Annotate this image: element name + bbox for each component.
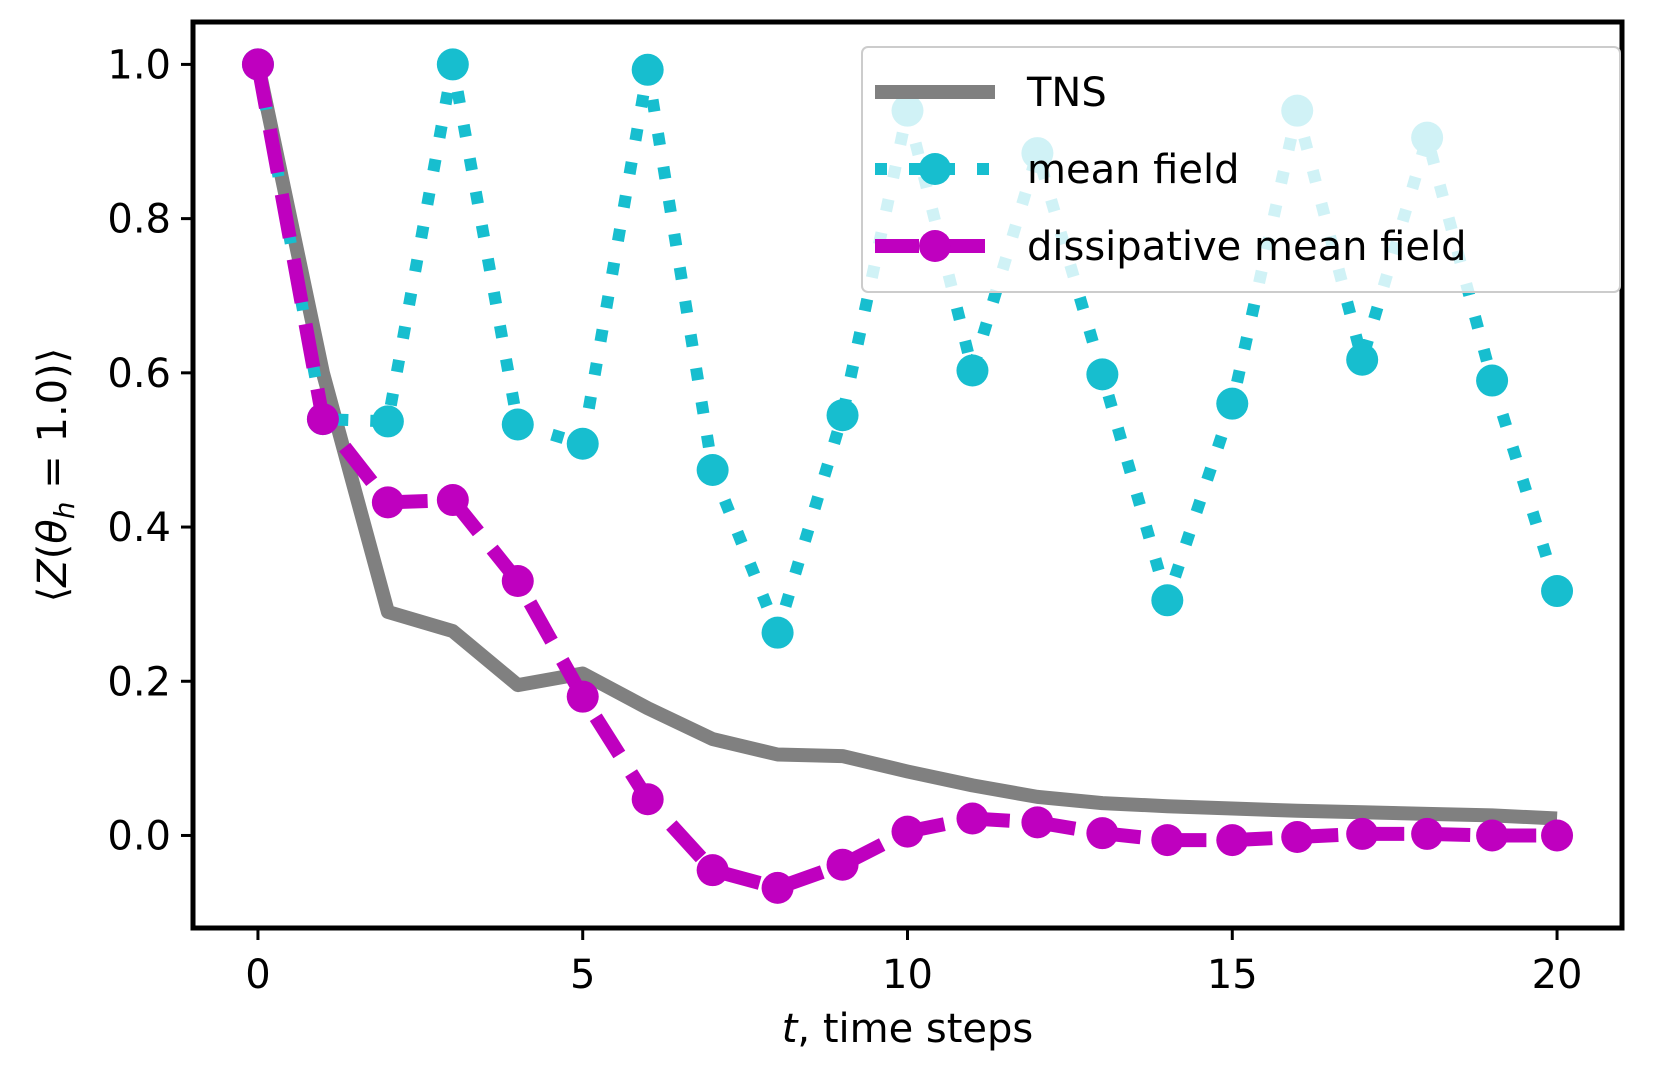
data-point: [1151, 584, 1184, 617]
y-tick-label: 0.8: [107, 197, 171, 243]
x-axis-label-italic: t: [782, 1006, 799, 1052]
legend-marker: [919, 153, 951, 185]
data-point: [1216, 387, 1249, 420]
y-tick-label: 0.0: [107, 813, 171, 859]
data-point: [1541, 575, 1574, 608]
x-axis-label: t, time steps: [782, 1006, 1034, 1052]
data-point: [1346, 343, 1379, 376]
series-line: [251, 62, 1558, 826]
data-point: [241, 48, 274, 81]
data-point: [1021, 806, 1054, 839]
data-point: [761, 616, 794, 649]
data-point: [1476, 364, 1509, 397]
data-point: [631, 53, 664, 86]
legend-marker: [919, 230, 951, 262]
data-point: [826, 399, 859, 432]
data-point: [1346, 817, 1379, 850]
data-point: [371, 405, 404, 438]
data-point: [501, 408, 534, 441]
data-point: [566, 427, 599, 460]
plot-frame: [190, 19, 1625, 931]
data-point: [761, 871, 794, 904]
data-point: [696, 854, 729, 887]
data-point: [1086, 358, 1119, 391]
data-point: [1281, 821, 1314, 854]
data-point: [436, 484, 469, 517]
data-point: [501, 565, 534, 598]
data-point: [436, 48, 469, 81]
data-point: [1411, 817, 1444, 850]
data-point: [1151, 824, 1184, 857]
x-tick-label: 15: [1207, 952, 1258, 998]
x-tick-label: 5: [570, 952, 595, 998]
series-TNS: [251, 62, 1558, 826]
data-point: [1086, 817, 1119, 850]
data-point: [696, 453, 729, 486]
data-point: [956, 802, 989, 835]
series-dissipative-mean-field: [241, 48, 1574, 904]
data-point: [371, 486, 404, 519]
data-point: [891, 815, 924, 848]
x-axis-label-rest: , time steps: [797, 1006, 1033, 1052]
y-tick-label: 1.0: [107, 42, 171, 88]
y-tick-label: 0.4: [107, 505, 171, 551]
legend-label: dissipative mean field: [1027, 224, 1466, 270]
legend-box: [861, 46, 1621, 293]
y-axis-label-paren: (: [30, 544, 76, 560]
y-axis-label: ⟨Z(θh = 1.0)⟩: [30, 348, 81, 603]
x-tick-label: 0: [245, 952, 270, 998]
legend-label: TNS: [1026, 70, 1107, 116]
y-axis-label-open: ⟨: [30, 587, 76, 603]
y-axis-label-z: Z: [30, 558, 76, 588]
y-axis-label-rest: = 1.0)⟩: [30, 348, 76, 502]
tick-layer: 0 5 10 15 20 0.0 0.2 0.4 0.6 0.8 1.0: [107, 42, 1582, 998]
data-point: [306, 403, 339, 436]
data-point: [1476, 819, 1509, 852]
data-point: [1216, 824, 1249, 857]
x-tick-label: 20: [1532, 952, 1583, 998]
data-point: [826, 848, 859, 881]
x-tick-label: 10: [882, 952, 933, 998]
y-tick-label: 0.2: [107, 659, 171, 705]
legend-label: mean field: [1027, 147, 1239, 193]
data-point: [956, 354, 989, 387]
data-point: [631, 783, 664, 816]
data-point: [566, 680, 599, 713]
y-axis-label-theta: θ: [30, 519, 76, 543]
y-tick-label: 0.6: [107, 351, 171, 397]
y-axis-label-sub: h: [48, 501, 81, 519]
legend: TNS mean field dissipative mean field: [861, 46, 1621, 293]
data-point: [1541, 819, 1574, 852]
